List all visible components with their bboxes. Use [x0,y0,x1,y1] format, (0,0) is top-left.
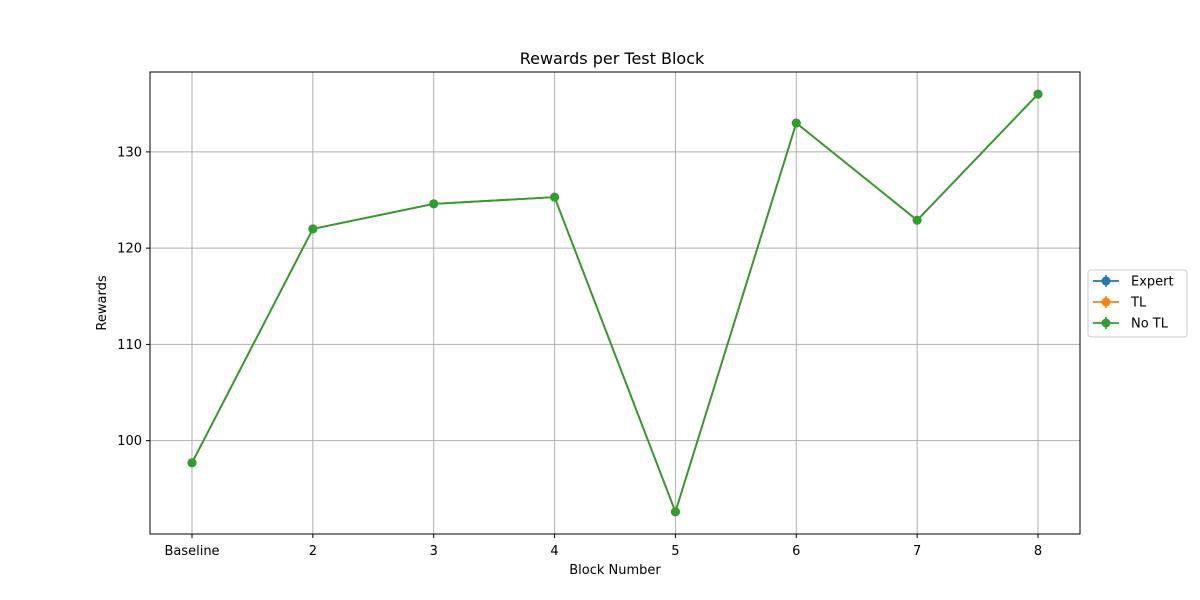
legend-marker [1101,276,1111,286]
data-point [550,192,560,202]
data-point [912,215,922,225]
series-line [191,93,1039,515]
x-tick-label: 2 [309,544,317,559]
series-line [191,93,1039,515]
legend-box [1087,269,1188,338]
legend: Expert TL No TL [1087,269,1188,338]
x-tick-label: 8 [1034,544,1042,559]
x-tick-label: Baseline [164,544,219,559]
legend-label: TL [1130,296,1147,311]
series-line [191,93,1039,515]
x-tick-label: 4 [550,544,558,559]
legend-item: No TL [1093,317,1169,332]
data-point [1033,89,1043,99]
x-axis-ticks: Baseline 2 3 4 5 6 7 8 [164,534,1042,559]
y-tick-label: 130 [117,145,142,160]
data-point [791,118,801,128]
legend-marker [1101,297,1111,307]
x-tick-label: 6 [792,544,800,559]
data-point [670,507,680,517]
y-axis-label: Rewards [95,275,110,330]
chart-title: Rewards per Test Block [520,49,705,68]
y-tick-label: 110 [117,338,142,353]
grid-lines [150,72,1080,534]
legend-marker [1101,318,1111,328]
y-axis-ticks: 100 110 120 130 [117,145,150,449]
x-tick-label: 7 [913,544,921,559]
data-point [308,224,318,234]
series-2 [187,89,1043,517]
x-tick-label: 3 [430,544,438,559]
y-tick-label: 100 [117,434,142,449]
x-tick-label: 5 [671,544,679,559]
legend-label: No TL [1131,317,1169,332]
data-point [187,458,197,468]
x-axis-label: Block Number [569,563,661,578]
legend-item: Expert [1093,275,1174,290]
plot-frame [149,71,1081,535]
series-1 [187,89,1043,517]
data-point [429,199,439,209]
series-0 [187,89,1043,517]
y-tick-label: 120 [117,242,142,257]
series-group [187,89,1043,517]
legend-item: TL [1093,296,1147,311]
legend-label: Expert [1131,275,1174,290]
